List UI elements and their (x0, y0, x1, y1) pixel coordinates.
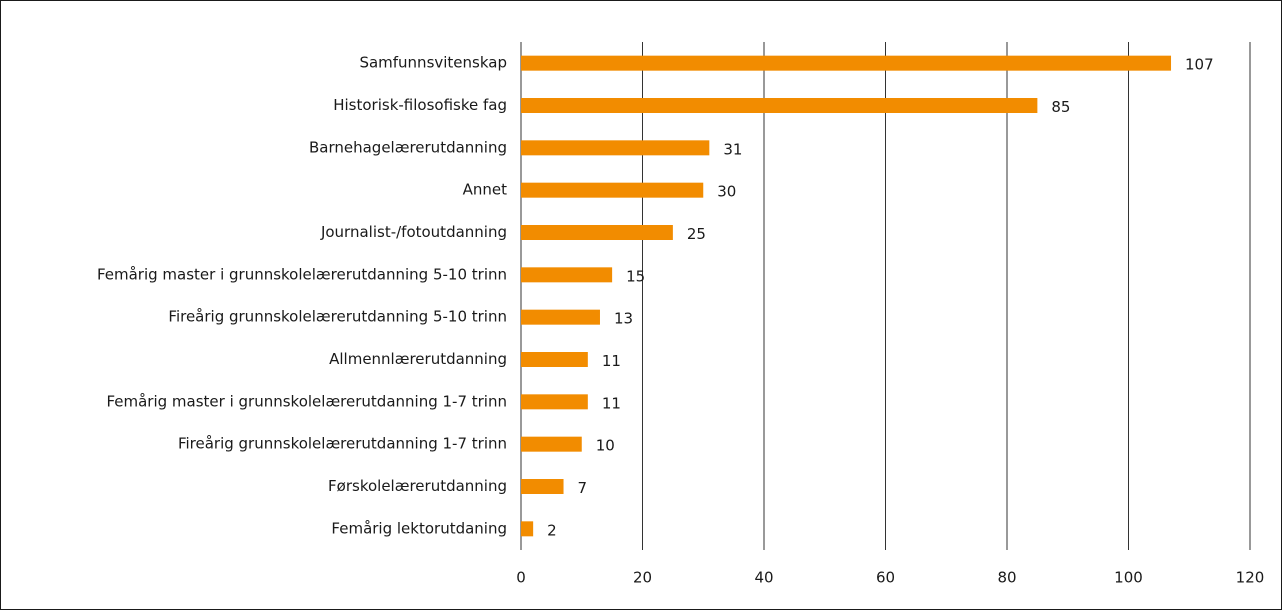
bar (521, 479, 564, 494)
data-label: 15 (626, 267, 645, 285)
x-tick-label: 20 (633, 569, 652, 587)
data-label: 85 (1051, 98, 1070, 116)
y-tick-label: Fireårig grunnskolelærerutdanning 5-10 t… (168, 308, 507, 326)
y-tick-label: Barnehagelærerutdanning (309, 138, 507, 156)
bar (521, 394, 588, 410)
x-tick-label: 100 (1114, 569, 1143, 587)
data-label: 13 (614, 310, 633, 328)
data-label: 30 (717, 183, 736, 201)
bar (521, 436, 582, 452)
data-label: 25 (687, 225, 706, 243)
y-tick-label: Førskolelærerutdanning (328, 477, 507, 495)
bar (521, 225, 673, 240)
bar (521, 267, 613, 283)
data-label: 7 (578, 479, 588, 497)
bar (521, 521, 534, 537)
y-tick-label: Fireårig grunnskolelærerutdanning 1-7 tr… (178, 435, 507, 453)
bar (521, 98, 1038, 113)
x-tick-label: 60 (876, 569, 895, 587)
data-label: 2 (547, 521, 557, 539)
data-label: 10 (596, 437, 615, 455)
x-tick-label: 40 (754, 569, 773, 587)
bar (521, 309, 600, 325)
bar (521, 55, 1172, 71)
bar (521, 140, 710, 156)
y-tick-label: Femårig lektorutdaning (331, 519, 507, 537)
x-tick-label: 80 (997, 569, 1016, 587)
data-label: 107 (1185, 56, 1214, 74)
y-tick-label: Historisk-filosofiske fag (333, 96, 507, 114)
data-label: 11 (602, 394, 621, 412)
y-tick-label: Femårig master i grunnskolelærerutdannin… (97, 265, 507, 283)
bar (521, 182, 704, 198)
y-tick-label: Samfunnsvitenskap (359, 54, 507, 72)
x-tick-label: 0 (516, 569, 526, 587)
data-label: 31 (723, 140, 742, 158)
y-tick-label: Femårig master i grunnskolelærerutdannin… (106, 392, 507, 410)
bar (521, 352, 588, 367)
y-tick-label: Journalist-/fotoutdanning (320, 223, 507, 241)
y-tick-label: Annet (463, 181, 508, 199)
y-tick-label: Allmennlærerutdanning (329, 350, 507, 368)
x-tick-label: 120 (1236, 569, 1265, 587)
data-label: 11 (602, 352, 621, 370)
